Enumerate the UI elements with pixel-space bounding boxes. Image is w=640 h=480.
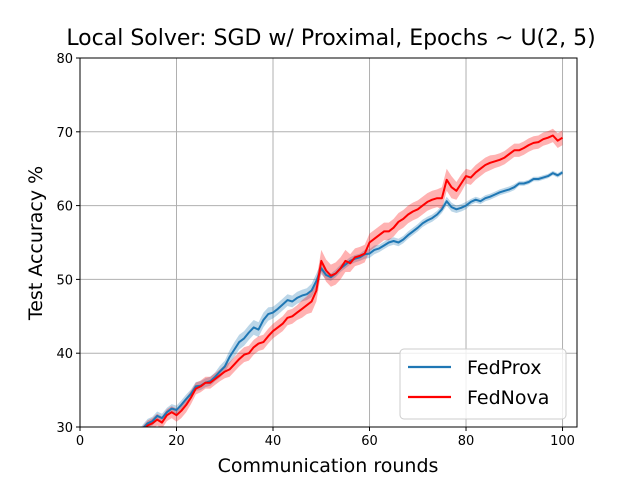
y-tick-label: 70 xyxy=(56,126,73,141)
y-axis-ticks: 30 40 50 60 70 80 xyxy=(56,52,80,436)
grid-lines xyxy=(79,57,577,428)
chart-title: Local Solver: SGD w/ Proximal, Epochs ~ … xyxy=(66,26,596,51)
x-tick-label: 60 xyxy=(361,434,378,449)
x-tick-label: 40 xyxy=(265,434,282,449)
y-tick-label: 60 xyxy=(56,200,73,215)
line-fedprox xyxy=(142,171,564,427)
x-tick-label: 100 xyxy=(550,434,575,449)
x-tick-label: 80 xyxy=(458,434,475,449)
band-fednova xyxy=(142,128,563,427)
y-tick-label: 80 xyxy=(56,52,73,67)
y-tick-label: 40 xyxy=(56,347,73,362)
line-fednova xyxy=(144,134,564,427)
legend: FedProx FedNova xyxy=(399,348,567,420)
x-tick-label: 0 xyxy=(76,434,84,449)
y-tick-label: 30 xyxy=(56,421,73,436)
data-lines xyxy=(142,134,564,427)
legend-label-fednova: FedNova xyxy=(467,387,549,409)
band-fedprox xyxy=(141,170,563,427)
x-axis-label: Communication rounds xyxy=(218,455,439,477)
y-axis-label: Test Accuracy % xyxy=(25,166,47,321)
x-axis-ticks: 0 20 40 60 80 100 xyxy=(76,427,575,449)
y-tick-label: 50 xyxy=(56,273,73,288)
legend-label-fedprox: FedProx xyxy=(467,357,541,379)
plot-frame xyxy=(79,57,578,428)
x-tick-label: 20 xyxy=(168,434,185,449)
